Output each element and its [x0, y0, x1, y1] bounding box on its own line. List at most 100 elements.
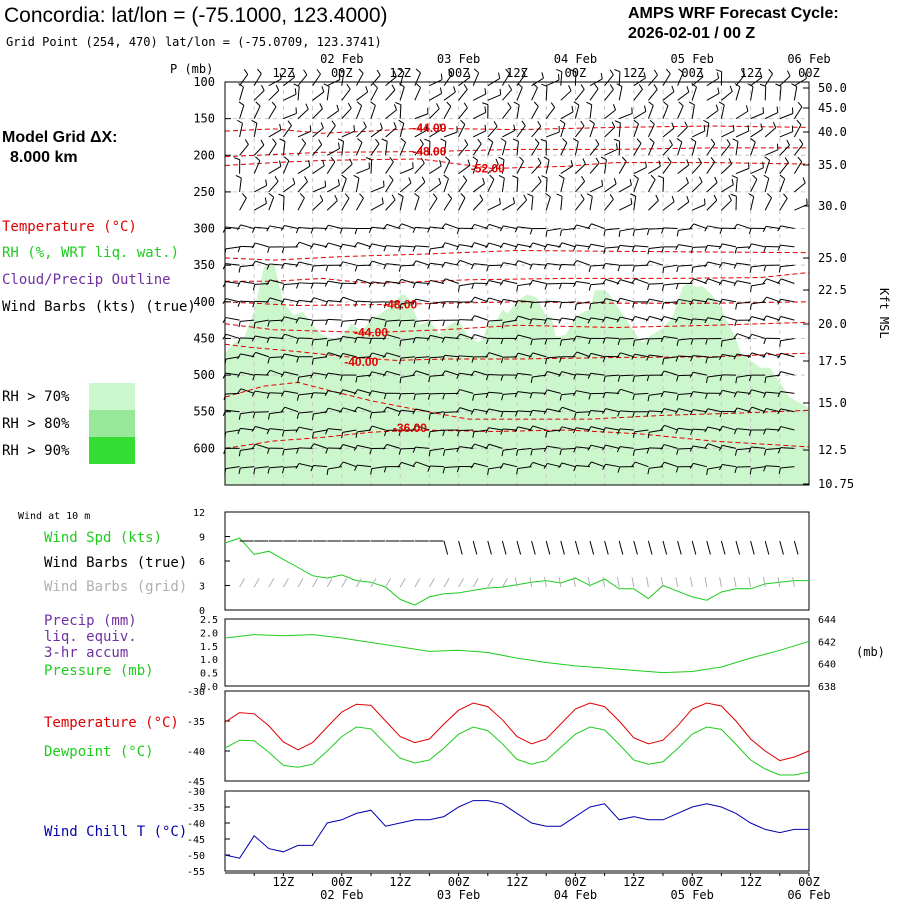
wind-barb-flag	[368, 425, 373, 432]
wind-barb-flag	[412, 298, 417, 305]
wind-barb	[310, 465, 328, 472]
wind-barb	[705, 356, 722, 364]
wind-barb-staff	[780, 337, 795, 342]
wind-barb-staff	[531, 106, 539, 119]
wind-barb-flag	[399, 357, 402, 365]
wind-barb-staff	[239, 105, 245, 119]
wind-barb-staff	[750, 86, 754, 101]
wind-barb-staff	[648, 410, 664, 413]
wind-barb-staff	[722, 464, 737, 468]
wind-barb-staff	[341, 130, 355, 138]
wind-barb-staff	[691, 86, 697, 101]
wind-barb	[559, 392, 576, 401]
wind-barb	[619, 107, 633, 120]
wind-barb-flag	[529, 410, 533, 417]
wind-barb	[456, 372, 474, 379]
wind-barb-flag	[631, 245, 635, 252]
wind-barb	[794, 138, 804, 156]
kft-tick-label: 12.5	[818, 443, 847, 457]
wind-barb-staff	[385, 161, 394, 174]
wind-barb-flag	[747, 389, 753, 396]
wind-barb-flag	[301, 138, 307, 144]
wind-barb	[382, 443, 401, 450]
kft-tick-label: 35.0	[818, 158, 847, 172]
wind-barb-flag	[252, 227, 256, 233]
wind-barb-staff	[546, 300, 561, 303]
wind-barb	[602, 298, 620, 305]
wind-barb-flag	[324, 372, 329, 379]
wind-barb-flag	[428, 413, 431, 420]
wind-barb-flag	[602, 392, 606, 399]
wind-barb	[325, 264, 342, 272]
grid-wind-barb	[748, 577, 752, 588]
wind-barb	[222, 281, 240, 288]
wind-barb-flag	[676, 230, 679, 237]
chart-title: Concordia: lat/lon = (-75.1000, 123.4000…	[4, 4, 388, 27]
wind-barb-staff	[414, 72, 421, 86]
wind-barb-staff	[721, 144, 731, 156]
wind-barb	[412, 245, 430, 252]
wind-barb-flag	[353, 242, 359, 248]
wind-barb-staff	[662, 127, 675, 138]
wind-barb-flag	[413, 357, 416, 364]
wind-barb-flag	[382, 352, 388, 359]
wind-barb-flag	[369, 301, 373, 308]
wind-barb-staff	[561, 371, 576, 376]
wind-barb-staff	[282, 160, 290, 174]
wind-barb-flag	[310, 465, 314, 472]
wind-barb-staff	[429, 356, 445, 359]
wind-barb-staff	[605, 262, 620, 266]
wind-barb-staff	[692, 246, 707, 248]
wind-barb	[487, 72, 501, 87]
wind-barb	[556, 193, 563, 211]
wind-barb-flag	[588, 265, 592, 272]
wind-barb-staff	[313, 372, 328, 376]
wind-barb-flag	[516, 468, 519, 475]
wind-barb-staff	[648, 283, 664, 285]
wind-barb	[762, 225, 780, 232]
wind-barb-staff	[765, 374, 780, 378]
wind-barb	[398, 68, 405, 86]
precip-tick-label: 1.5	[200, 642, 218, 653]
wind-barb	[718, 315, 737, 322]
wind-barb-staff	[722, 243, 737, 248]
bottom-date-label: 03 Feb	[437, 888, 480, 900]
wind-barb	[470, 223, 488, 230]
wind-barb-staff	[532, 242, 547, 248]
wind-barb	[747, 316, 766, 322]
wind-barb-flag	[296, 282, 300, 289]
wind-barb	[368, 281, 386, 288]
wind-barb	[718, 243, 737, 250]
wind-barb	[646, 447, 664, 454]
wind-barb-staff	[620, 297, 634, 303]
wind-barb	[587, 444, 605, 451]
wind-barb-staff	[313, 297, 328, 303]
wind-barb-flag	[463, 84, 468, 90]
dewpoint-label: Dewpoint (°C)	[44, 744, 154, 760]
wind-barb	[662, 195, 675, 211]
wind-barb	[326, 104, 340, 120]
wind-barb-flag	[633, 174, 639, 180]
wind-barb	[516, 156, 525, 174]
wind-barb	[341, 193, 350, 211]
wind-barb-flag	[704, 245, 708, 252]
wind-barb-staff	[531, 162, 542, 174]
wind-barb-flag	[660, 391, 665, 398]
wind-barb-flag	[543, 389, 548, 396]
wind-barb	[382, 334, 401, 340]
wind-barb	[237, 280, 255, 288]
wind-barb	[602, 355, 620, 363]
rh-80-swatch	[89, 410, 135, 437]
wind-barb-staff	[678, 228, 693, 231]
wind-barb-staff	[722, 337, 737, 342]
wind-barb-flag	[341, 174, 347, 180]
wind-barb	[632, 337, 649, 347]
wind-barb-staff	[707, 466, 722, 470]
wind-barb-staff	[722, 444, 737, 449]
wind-barb-staff	[605, 374, 620, 377]
wind-barb-flag	[397, 462, 402, 468]
wind-barb-staff	[517, 352, 532, 358]
wind-barb-staff	[619, 244, 634, 248]
bottom-date-label: 05 Feb	[671, 888, 714, 900]
